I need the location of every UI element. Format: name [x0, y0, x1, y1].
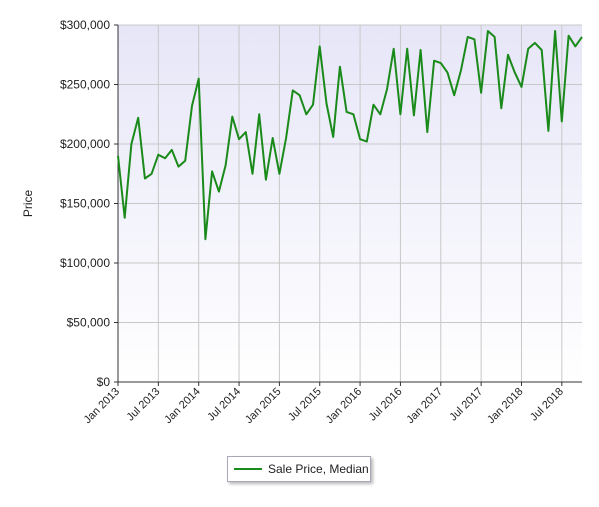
legend-label: Sale Price, Median — [268, 462, 369, 476]
y-tick-label: $150,000 — [60, 197, 110, 211]
y-tick-label: $250,000 — [60, 78, 110, 92]
y-tick-label: $100,000 — [60, 256, 110, 270]
x-tick-label: Jan 2018 — [485, 386, 525, 426]
y-tick-label: $200,000 — [60, 137, 110, 151]
x-tick-label: Jul 2015 — [286, 386, 324, 424]
x-tick-label: Jan 2017 — [404, 386, 444, 426]
y-tick-label: $50,000 — [67, 316, 111, 330]
x-tick-label: Jul 2016 — [367, 386, 405, 424]
y-tick-labels: $0 $50,000 $100,000 $150,000 $200,000 $250,00… — [60, 18, 110, 389]
x-tick-label: Jan 2013 — [82, 386, 122, 426]
y-tick-label: $0 — [97, 375, 111, 389]
x-tick-label: Jul 2014 — [205, 386, 243, 424]
x-tick-label: Jan 2015 — [243, 386, 283, 426]
x-tick-label: Jul 2017 — [447, 386, 485, 424]
legend: Sale Price, Median — [227, 456, 371, 482]
x-tick-label: Jul 2013 — [125, 386, 163, 424]
axes — [114, 24, 582, 386]
legend-swatch — [234, 468, 262, 470]
x-tick-labels: Jan 2013 Jul 2013 Jan 2014 Jul 2014 Jan 2015… — [82, 386, 566, 426]
x-tick-label: Jan 2014 — [162, 386, 202, 426]
y-tick-label: $300,000 — [60, 18, 110, 32]
series-lines — [117, 30, 583, 241]
x-tick-label: Jul 2018 — [528, 386, 566, 424]
series-line-sale-price-median — [117, 30, 583, 241]
y-axis-title: Price — [21, 190, 35, 218]
x-tick-label: Jan 2016 — [324, 386, 364, 426]
